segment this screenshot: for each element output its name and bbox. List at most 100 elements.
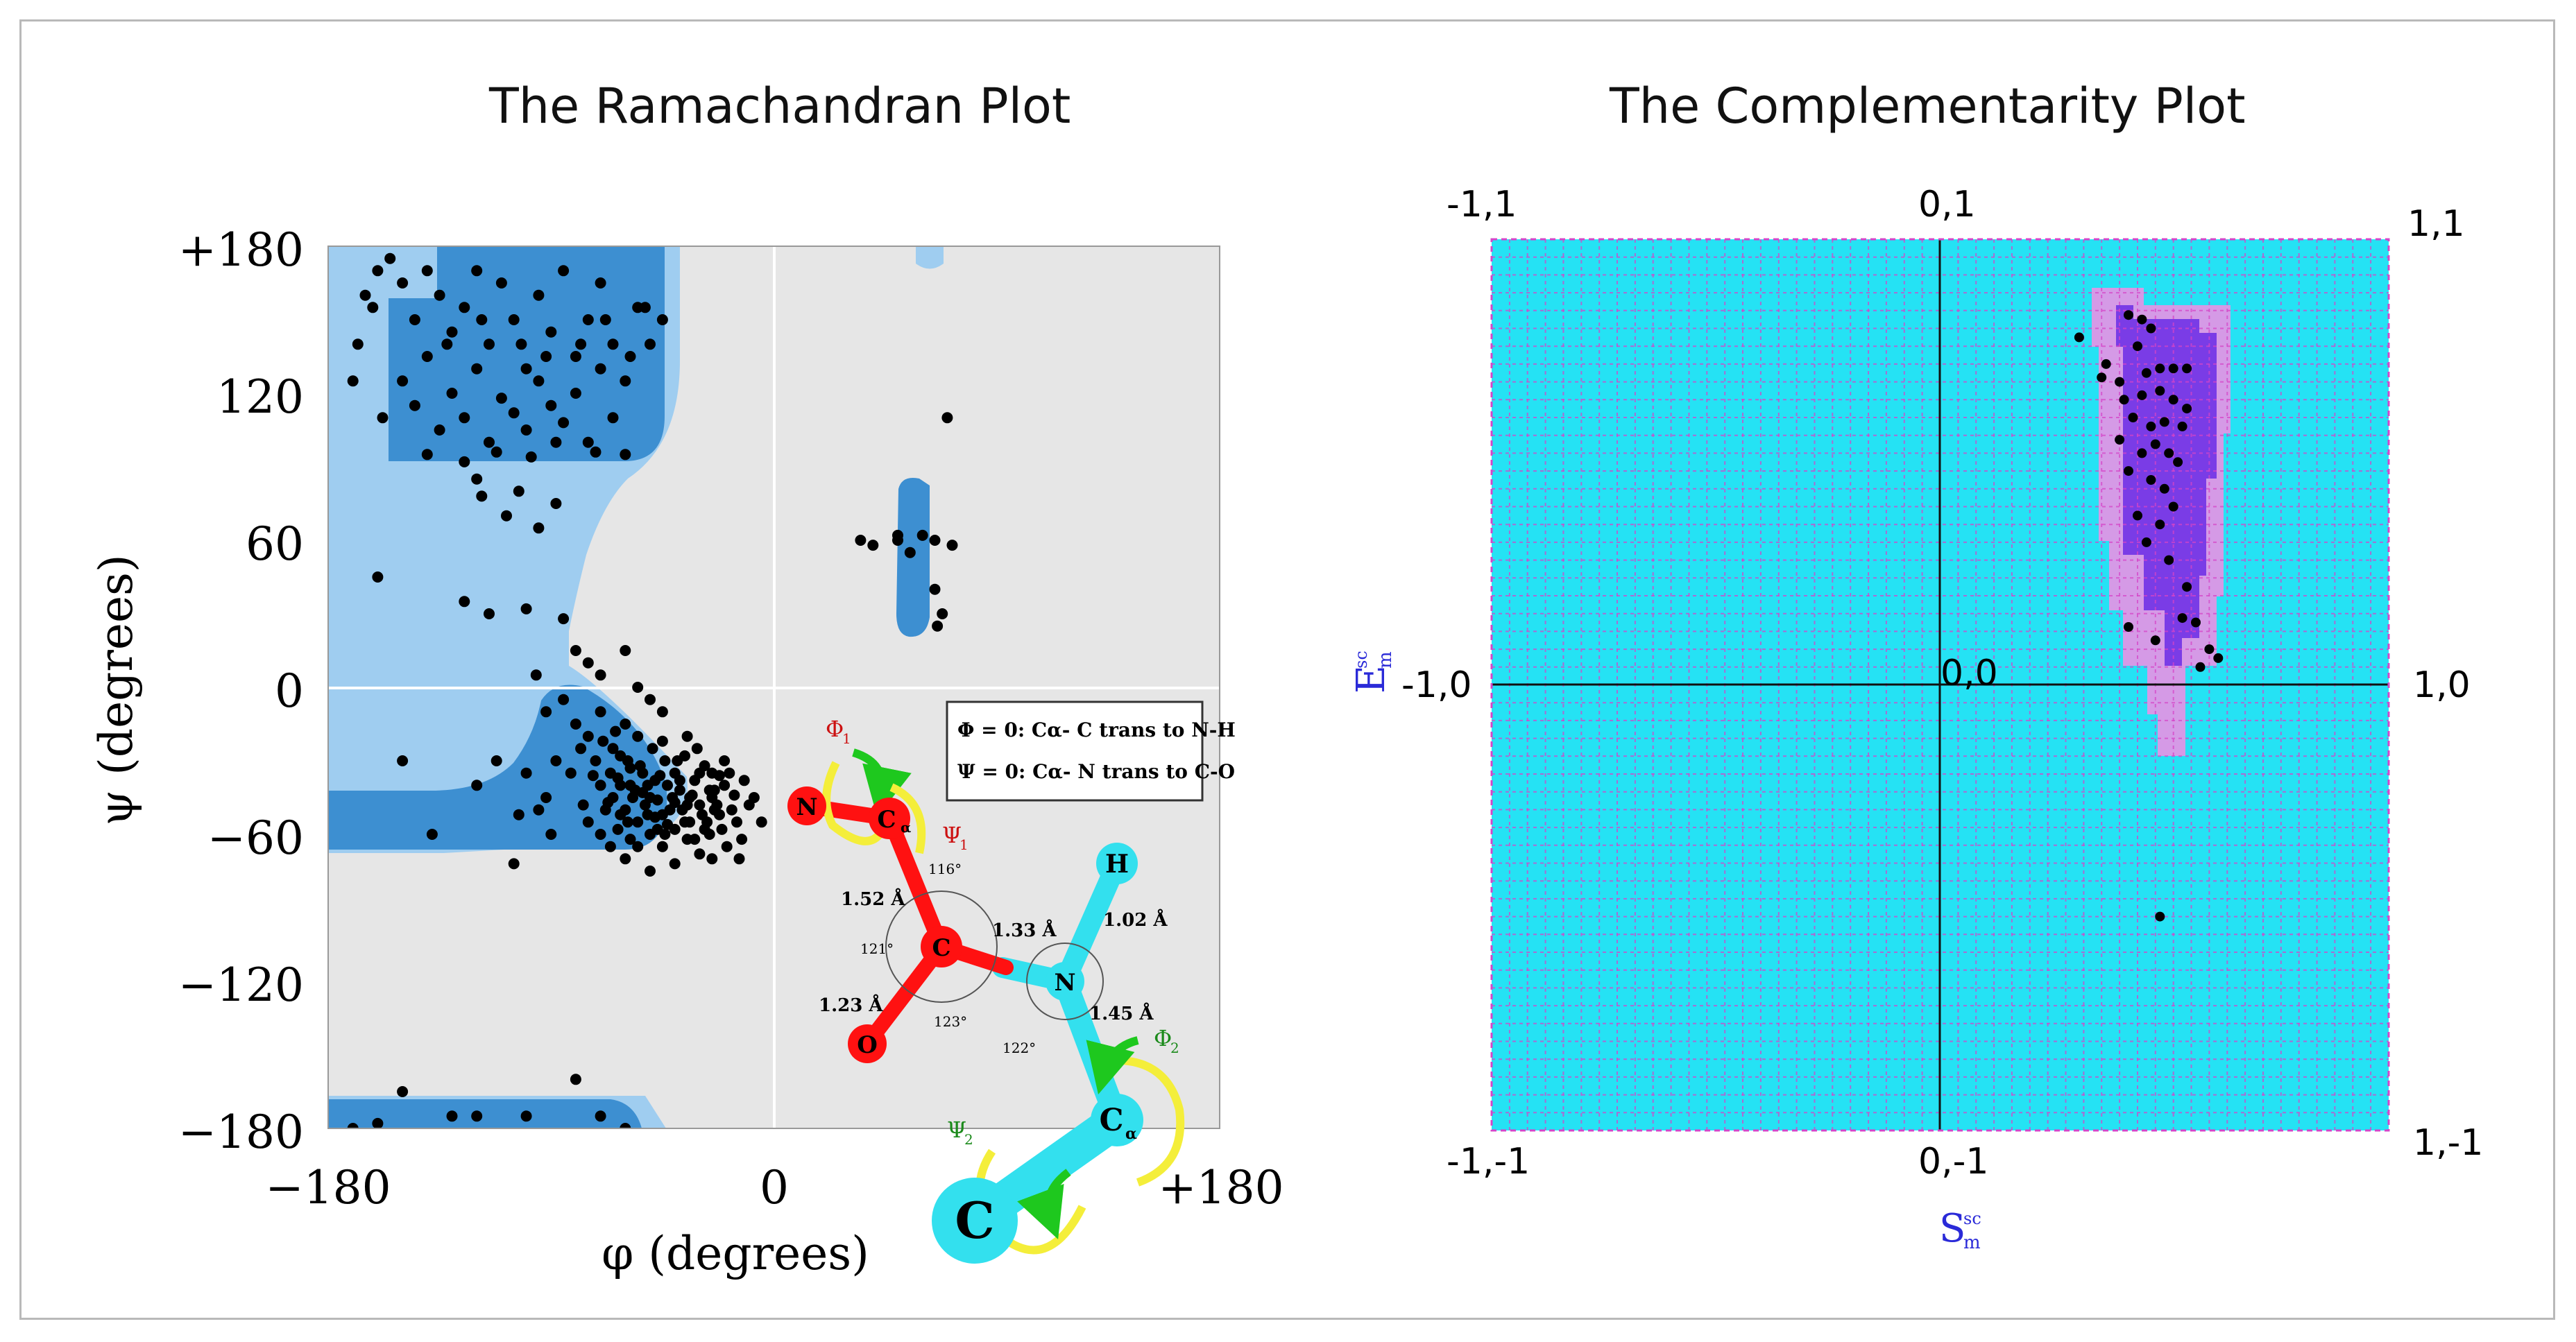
rama-point [520, 363, 532, 375]
rama-point [929, 535, 941, 546]
rama-point [674, 784, 685, 796]
torsion-arrow-phi2 [1102, 1056, 1185, 1187]
rama-point [645, 338, 656, 350]
rama-point [632, 816, 644, 828]
rama-x-tick-neg180: −180 [265, 1161, 391, 1214]
comp-point [2097, 372, 2107, 383]
rama-point [681, 730, 693, 742]
rama-point [565, 767, 577, 779]
rama-point [558, 417, 570, 429]
rama-point [533, 375, 545, 387]
atom-label-ca2: C [1099, 1103, 1123, 1138]
comp-point [2204, 644, 2215, 655]
rama-point [699, 823, 710, 835]
ramachandran-title: The Ramachandran Plot [489, 78, 1071, 135]
rama-point [728, 789, 740, 801]
rama-point [731, 816, 742, 828]
bond-label-4: 1.23 Å [819, 995, 883, 1016]
rama-point [587, 770, 599, 782]
rama-point [491, 446, 502, 458]
rama-point [397, 755, 409, 766]
rama-point [612, 772, 624, 784]
angle-label-1: 116° [928, 861, 962, 877]
rama-point [620, 719, 631, 730]
comp-point [2164, 448, 2174, 458]
rama-point [347, 375, 359, 387]
rama-point [694, 767, 706, 779]
rama-legend: Φ = 0: Cα- C trans to N-H Ψ = 0: Cα- N t… [946, 700, 1236, 802]
rama-point [733, 853, 745, 865]
rama-point [570, 1074, 581, 1085]
comp-point [2182, 582, 2192, 592]
atom-label-c2: C [955, 1191, 994, 1250]
rama-point [708, 804, 720, 816]
rama-point [520, 767, 532, 779]
rama-point [632, 682, 644, 693]
rama-point [409, 314, 420, 325]
rama-point [545, 326, 557, 338]
rama-point [377, 412, 389, 424]
rama-point [595, 829, 606, 840]
rama-point [738, 775, 750, 786]
rama-point [513, 809, 524, 820]
comp-label-mid-right: 1,0 [2413, 664, 2471, 706]
comp-point [2182, 404, 2192, 414]
rama-point [533, 804, 545, 816]
rama-point [904, 547, 916, 558]
atom-n1 [787, 786, 826, 825]
bond-n2-h [1055, 853, 1127, 992]
rama-x-tick-0: 0 [760, 1161, 789, 1214]
rama-favored-beta [389, 246, 665, 461]
rama-point [372, 1117, 384, 1128]
rama-point [689, 834, 701, 845]
rama-point [607, 338, 619, 350]
rama-x-label: φ (degrees) [602, 1227, 869, 1280]
comp-point [2141, 537, 2151, 547]
comp-point [2150, 439, 2160, 449]
comp-point [2133, 341, 2142, 352]
rama-point [397, 375, 409, 387]
rama-point [446, 388, 458, 399]
comp-point [2124, 310, 2133, 320]
rama-point [471, 473, 483, 485]
rama-point [459, 456, 470, 467]
bond-label-1: 1.52 Å [841, 888, 905, 910]
atom-label-c: C [932, 934, 950, 962]
rama-point [434, 289, 445, 301]
rama-point [595, 277, 606, 289]
comp-label-top-right: 1,1 [2407, 203, 2465, 245]
rama-point [659, 829, 671, 840]
rama-point [570, 719, 581, 730]
comp-point [2137, 314, 2147, 325]
rama-point [622, 816, 633, 828]
rama-point [632, 730, 644, 742]
rama-point [615, 809, 626, 820]
rama-point [595, 363, 606, 375]
rama-y-tick-0: 0 [275, 664, 304, 718]
rama-point [484, 608, 495, 619]
rama-point [520, 424, 532, 436]
rama-point [703, 784, 715, 796]
rama-point [446, 326, 458, 338]
rama-point [716, 823, 728, 835]
rama-point [656, 314, 668, 325]
comp-y-label-sup: sc [1351, 651, 1371, 669]
rama-point [756, 816, 767, 828]
rama-point [577, 799, 589, 811]
rama-point [941, 412, 953, 424]
rama-point [719, 755, 731, 766]
rama-favored-left-alpha [896, 478, 930, 637]
rama-point [624, 351, 636, 362]
rama-point [421, 351, 433, 362]
rama-point [736, 834, 748, 845]
comp-point [2137, 448, 2147, 458]
rama-y-label: ψ (degrees) [89, 554, 143, 825]
rama-point [916, 529, 928, 541]
rama-point [570, 351, 581, 362]
rama-point [595, 706, 606, 718]
rama-point [726, 804, 737, 816]
comp-point [2168, 363, 2178, 374]
atom-label-h: H [1105, 850, 1129, 879]
rama-point [533, 522, 545, 534]
